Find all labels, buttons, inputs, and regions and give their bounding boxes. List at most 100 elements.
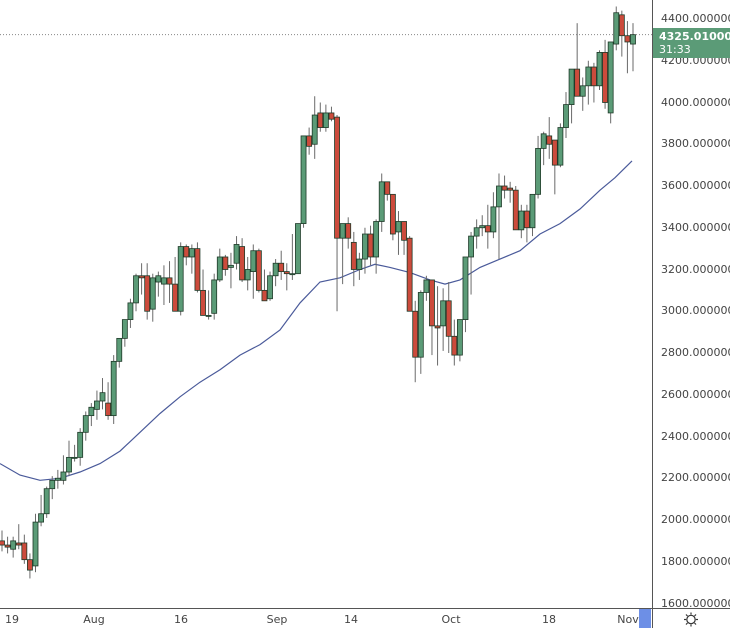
candle [105, 382, 111, 420]
time-tick-label: 19 [5, 613, 19, 626]
candle [77, 428, 84, 466]
candle [183, 244, 190, 266]
price-tick-label: 1800.000000 [661, 554, 730, 568]
candle [94, 390, 100, 420]
candle [311, 96, 318, 159]
candle [300, 135, 307, 228]
moving-average-line [0, 160, 633, 481]
candle [205, 290, 212, 320]
candle [395, 211, 402, 255]
candle [194, 242, 201, 293]
candle [133, 273, 139, 312]
candle [334, 115, 340, 312]
candle [60, 455, 67, 485]
candle [233, 236, 240, 270]
candle [27, 553, 33, 579]
candle [367, 225, 374, 266]
candle [529, 193, 536, 237]
candle [462, 256, 469, 333]
last-price-badge: 4325.010000 31:33 [653, 28, 730, 58]
candle [239, 238, 246, 283]
candle [32, 513, 39, 573]
candle [378, 173, 385, 232]
candle [490, 192, 497, 239]
candle [255, 248, 262, 293]
candle [54, 469, 61, 489]
time-tick-label: 14 [344, 613, 358, 626]
candle [43, 486, 50, 518]
price-axis[interactable]: 4400.000000 4200.000000 4000.000000 3800.00… [652, 0, 730, 610]
candle [384, 181, 391, 201]
price-tick-label: 3200.000000 [661, 262, 730, 276]
price-tick-label: 1600.000000 [661, 596, 730, 610]
candle [4, 536, 11, 554]
candle [15, 524, 22, 550]
candle [557, 123, 564, 168]
candle [591, 62, 597, 103]
time-tick-label: Oct [441, 613, 461, 626]
candle [468, 231, 474, 295]
candle [200, 269, 206, 316]
candle [540, 131, 547, 166]
candle [630, 23, 636, 72]
candle [574, 23, 581, 97]
candle [110, 355, 117, 424]
candle [563, 92, 569, 138]
candle [524, 204, 530, 243]
time-tick-label: 18 [542, 613, 556, 626]
gear-icon[interactable] [683, 611, 699, 627]
candle [161, 265, 167, 305]
time-tick-label: Aug [83, 613, 105, 626]
candle [579, 77, 586, 111]
candle [535, 135, 541, 199]
candle [99, 378, 106, 410]
candle [512, 186, 519, 231]
price-tick-label: 3000.000000 [661, 304, 730, 318]
candle [518, 204, 525, 239]
candle [272, 259, 279, 287]
candle [417, 290, 424, 374]
candle [127, 298, 134, 328]
price-tick-label: 2600.000000 [661, 387, 730, 401]
candle [211, 273, 218, 320]
candle [389, 193, 396, 241]
candle [228, 252, 234, 289]
candle [10, 536, 17, 558]
candle [613, 6, 620, 51]
candle [406, 236, 413, 312]
candle [166, 261, 173, 303]
candle [295, 223, 301, 275]
candle [278, 250, 285, 280]
candle [222, 254, 229, 276]
candle [317, 102, 324, 132]
candle [618, 10, 625, 57]
candle [49, 476, 56, 500]
candle [38, 494, 44, 527]
candle [451, 319, 458, 366]
candle [250, 244, 257, 299]
time-axis[interactable]: 19 Aug 16 Sep 14 Oct 18 Nov [0, 608, 652, 628]
candle [401, 221, 407, 255]
candle [607, 41, 614, 124]
candle [423, 275, 430, 301]
candle [546, 117, 553, 159]
candle [116, 337, 123, 368]
candle [216, 248, 223, 283]
candle [121, 319, 128, 347]
candle [345, 217, 352, 249]
candle [267, 271, 273, 301]
candle [0, 530, 5, 552]
candle [585, 60, 592, 105]
bar-countdown: 31:33 [659, 43, 691, 56]
candle [66, 440, 72, 477]
candle [149, 273, 156, 322]
candle [155, 271, 162, 297]
candle [138, 263, 145, 295]
candle [82, 411, 89, 441]
candle [602, 39, 608, 109]
candlestick-plot[interactable] [0, 0, 652, 608]
candle [244, 256, 251, 291]
price-tick-label: 4000.000000 [661, 95, 730, 109]
candle [445, 282, 452, 353]
price-tick-label: 3800.000000 [661, 137, 730, 151]
